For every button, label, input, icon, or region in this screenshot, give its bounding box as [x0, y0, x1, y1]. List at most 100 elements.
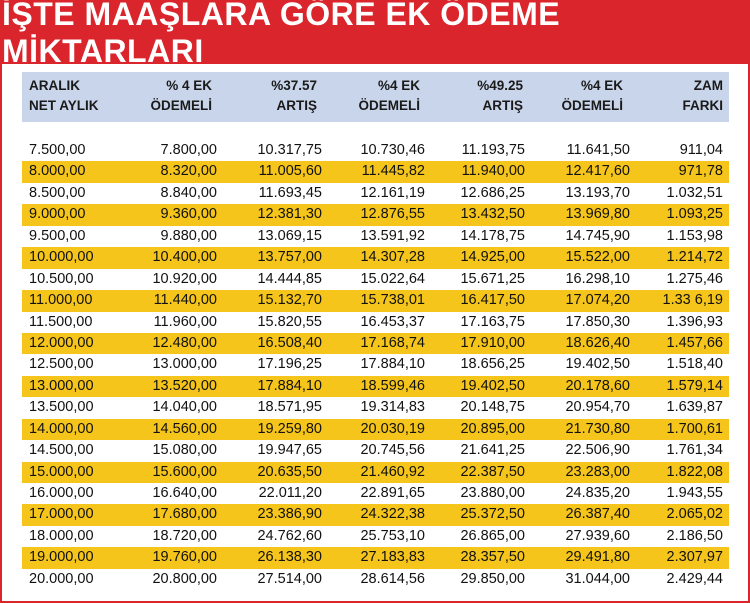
- cell-yuzde3757-artis: 17.196,25: [257, 356, 322, 373]
- cell-yuzde4-ek-odemeli-1: 13.000,00: [152, 356, 217, 373]
- cell-yuzde4-ek-odemeli-3: 13.193,70: [565, 184, 630, 201]
- cell-yuzde4-ek-odemeli-3: 13.969,80: [565, 206, 630, 223]
- table-header: ARALIK NET AYLIK % 4 EK ÖDEMELİ %37.57 ARTIŞ%…: [22, 72, 729, 122]
- cell-yuzde4-ek-odemeli-1: 8.840,00: [160, 184, 217, 201]
- cell-yuzde4925-artis: 20.148,75: [460, 399, 525, 416]
- cell-yuzde3757-artis: 22.011,20: [258, 485, 322, 501]
- cell-yuzde4925-artis: 12.686,25: [460, 184, 525, 201]
- cell-yuzde4-ek-odemeli-1: 14.040,00: [152, 399, 217, 416]
- cell-aralik-net-aylik: 13.000,00: [29, 377, 94, 394]
- cell-aralik-net-aylik: 7.500,00: [29, 142, 86, 158]
- cell-yuzde3757-artis: 26.138,30: [257, 549, 322, 566]
- cell-yuzde4-ek-odemeli-3: 16.298,10: [565, 270, 630, 287]
- cell-yuzde3757-artis: 15.820,55: [257, 313, 322, 330]
- cell-zam-farki: 911,04: [679, 142, 723, 158]
- cell-yuzde4-ek-odemeli-3: 12.417,60: [565, 163, 630, 180]
- cell-yuzde3757-artis: 14.444,85: [257, 270, 322, 287]
- cell-yuzde3757-artis: 18.571,95: [257, 399, 322, 416]
- cell-yuzde4925-artis: 18.656,25: [460, 356, 525, 373]
- cell-yuzde4-ek-odemeli-1: 14.560,00: [152, 420, 217, 437]
- cell-yuzde4-ek-odemeli-2: 12.876,55: [360, 206, 425, 223]
- cell-yuzde4-ek-odemeli-3: 26.387,40: [565, 506, 630, 523]
- cell-yuzde4-ek-odemeli-2: 16.453,37: [360, 313, 425, 330]
- table-row: 9.000,00 9.360,00 12.381,30 12.876,55 13.432…: [22, 204, 729, 226]
- cell-yuzde4-ek-odemeli-2: 15.022,64: [360, 270, 425, 287]
- cell-aralik-net-aylik: 11.000,00: [29, 292, 93, 309]
- cell-yuzde4-ek-odemeli-3: 31.044,00: [565, 570, 630, 587]
- table-row: 11.000,00 11.440,00 15.132,70 15.738,01 16.4…: [22, 290, 729, 312]
- header-line: ÖDEMELİ: [358, 98, 420, 113]
- cell-yuzde4-ek-odemeli-2: 20.745,56: [360, 442, 425, 459]
- table-row: 19.000,00 19.760,00 26.138,30 27.183,83 28.3…: [22, 547, 729, 569]
- cell-yuzde3757-artis: 11.693,45: [258, 184, 322, 201]
- cell-yuzde4-ek-odemeli-3: 17.074,20: [565, 292, 630, 309]
- cell-zam-farki: 1.214,72: [666, 249, 723, 266]
- cell-zam-farki: 1.396,93: [666, 313, 723, 330]
- table-row: 18.000,00 18.720,00 24.762,60 25.753,10 26.8…: [22, 526, 729, 547]
- cell-aralik-net-aylik: 19.000,00: [29, 549, 94, 566]
- cell-yuzde4-ek-odemeli-1: 10.920,00: [152, 270, 217, 287]
- cell-yuzde4-ek-odemeli-1: 11.440,00: [153, 292, 217, 309]
- header-line: ARTIŞ: [482, 98, 524, 113]
- table-row: 12.500,00 13.000,00 17.196,25 17.884,10 18.6…: [22, 354, 729, 375]
- cell-yuzde4-ek-odemeli-2: 12.161,19: [360, 184, 425, 201]
- cell-yuzde4-ek-odemeli-2: 10.730,46: [360, 142, 425, 158]
- cell-aralik-net-aylik: 16.000,00: [29, 485, 94, 501]
- cell-zam-farki: 1.822,08: [666, 463, 723, 480]
- table-row: 8.000,00 8.320,00 11.005,60 11.445,82 11.940…: [22, 161, 729, 183]
- cell-yuzde4-ek-odemeli-3: 15.522,00: [565, 249, 630, 266]
- cell-yuzde4-ek-odemeli-1: 7.800,00: [160, 142, 217, 158]
- cell-yuzde4-ek-odemeli-2: 22.891,65: [360, 485, 425, 501]
- cell-yuzde4925-artis: 20.895,00: [460, 420, 525, 437]
- cell-yuzde4-ek-odemeli-1: 12.480,00: [152, 334, 217, 351]
- cell-aralik-net-aylik: 8.500,00: [29, 184, 86, 201]
- cell-yuzde4925-artis: 17.910,00: [460, 334, 525, 351]
- cell-yuzde4925-artis: 13.432,50: [460, 206, 525, 223]
- header-line: % 4 EK: [166, 78, 212, 93]
- cell-zam-farki: 1.032,51: [666, 184, 723, 201]
- cell-yuzde3757-artis: 17.884,10: [257, 377, 322, 394]
- header-zam-farki: ZAM FARKI: [630, 76, 724, 120]
- table-row: 10.000,00 10.400,00 13.757,00 14.307,28 14.9…: [22, 247, 729, 269]
- cell-aralik-net-aylik: 18.000,00: [29, 527, 94, 544]
- cell-yuzde3757-artis: 13.069,15: [257, 227, 322, 244]
- cell-zam-farki: 1.093,25: [666, 206, 723, 223]
- cell-yuzde4925-artis: 21.641,25: [460, 442, 525, 459]
- cell-zam-farki: 2.429,44: [666, 570, 723, 587]
- table-row: 8.500,00 8.840,00 11.693,45 12.161,19 12.686…: [22, 183, 729, 204]
- table-body: 7.500,00 7.800,00 10.317,75 10.730,46 11.193…: [22, 140, 729, 590]
- cell-yuzde3757-artis: 27.514,00: [257, 570, 322, 587]
- cell-yuzde4925-artis: 25.372,50: [460, 506, 525, 523]
- cell-yuzde3757-artis: 16.508,40: [257, 334, 322, 351]
- cell-yuzde3757-artis: 24.762,60: [257, 527, 322, 544]
- cell-yuzde4-ek-odemeli-2: 28.614,56: [360, 570, 425, 587]
- cell-yuzde4-ek-odemeli-2: 17.884,10: [360, 356, 425, 373]
- cell-yuzde4-ek-odemeli-3: 17.850,30: [565, 313, 630, 330]
- cell-yuzde4-ek-odemeli-3: 22.506,90: [565, 442, 630, 459]
- cell-zam-farki: 1.518,40: [666, 356, 723, 373]
- cell-yuzde3757-artis: 20.635,50: [257, 463, 322, 480]
- cell-yuzde4-ek-odemeli-3: 29.491,80: [565, 549, 630, 566]
- cell-aralik-net-aylik: 14.000,00: [29, 420, 94, 437]
- cell-zam-farki: 2.065,02: [666, 506, 723, 523]
- cell-aralik-net-aylik: 20.000,00: [29, 570, 94, 587]
- cell-zam-farki: 2.307,97: [666, 549, 723, 566]
- cell-yuzde4-ek-odemeli-2: 11.445,82: [361, 163, 425, 180]
- cell-yuzde4925-artis: 19.402,50: [460, 377, 525, 394]
- cell-zam-farki: 1.639,87: [666, 399, 723, 416]
- header-line: ARTIŞ: [276, 98, 318, 113]
- cell-yuzde3757-artis: 19.259,80: [257, 420, 322, 437]
- cell-yuzde4925-artis: 11.193,75: [461, 142, 525, 158]
- header-line: ARALIK: [29, 78, 80, 93]
- header-line: %37.57: [271, 78, 317, 93]
- cell-yuzde4925-artis: 28.357,50: [460, 549, 525, 566]
- cell-zam-farki: 971,78: [678, 163, 723, 180]
- header-line: %4 EK: [377, 78, 420, 93]
- cell-yuzde4-ek-odemeli-3: 18.626,40: [565, 334, 630, 351]
- header-line: ÖDEMELİ: [150, 98, 212, 113]
- cell-yuzde4-ek-odemeli-3: 20.178,60: [565, 377, 630, 394]
- cell-yuzde4-ek-odemeli-2: 17.168,74: [360, 334, 425, 351]
- table-row: 13.000,00 13.520,00 17.884,10 18.599,46 19.4…: [22, 375, 729, 398]
- header-line: ZAM: [693, 78, 723, 93]
- cell-yuzde4925-artis: 16.417,50: [460, 292, 525, 309]
